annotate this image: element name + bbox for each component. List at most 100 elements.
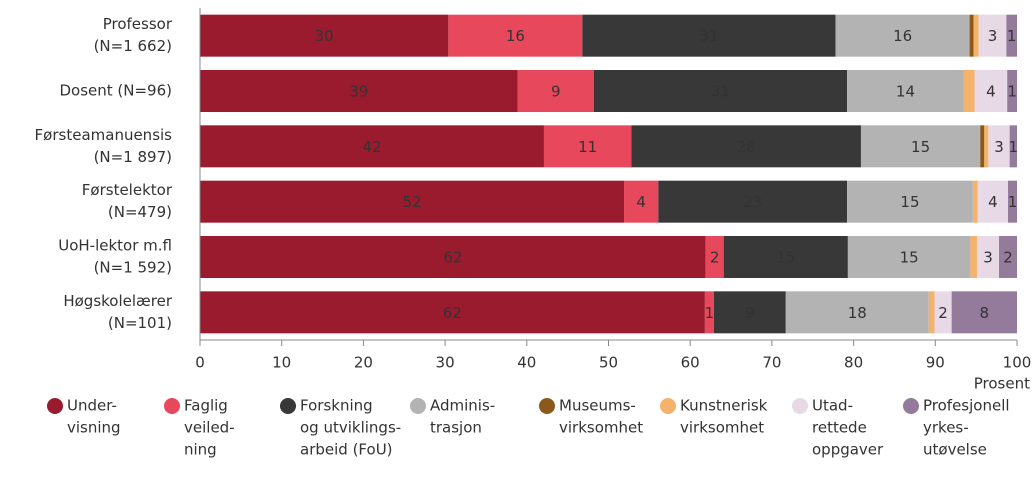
value-label: 9 [745,304,755,322]
bar-segment [973,14,979,57]
bar-segment [593,70,848,112]
value-label: 16 [506,27,525,45]
value-label: 16 [893,27,912,45]
legend-item: Adminis-trasjon [410,397,495,437]
legend-label: virksomhet [680,419,764,437]
bar-segment [200,125,544,168]
legend-item: Forskning og utviklings-arbeid (FoU) [280,397,401,459]
bar-segment [974,70,1008,112]
value-label: 15 [911,138,930,156]
legend-label: oppgaver [812,441,884,459]
bar-segment [951,291,1017,334]
x-tick-label: 10 [272,354,291,372]
x-tick-label: 100 [1003,354,1032,372]
value-label: 62 [443,249,462,267]
bar-segment [785,291,929,334]
value-label: 1 [1007,27,1017,45]
legend-label: visning [67,419,121,437]
category-label: (N=1 897) [94,148,172,166]
bar-segment [200,14,449,57]
legend-label: Adminis- [430,397,495,415]
legend-item: Museums-virksomhet [539,397,643,437]
bar-segment [200,291,705,334]
legend-label: ning [184,441,217,459]
legend-label: Kunstnerisk [680,397,768,415]
value-label: 11 [578,138,597,156]
bar-segment [713,291,786,334]
x-tick-label: 70 [762,354,781,372]
legend-swatch [164,398,180,414]
category-label: Høgskolelærer [63,292,172,310]
x-tick-label: 0 [195,354,205,372]
value-label: 4 [636,193,646,211]
category-label: (N=1 662) [94,37,172,55]
value-label: 8 [980,304,990,322]
value-label: 2 [710,249,720,267]
bar-segment [200,180,625,223]
value-label: 31 [699,27,718,45]
category-label: UoH-lektor m.fl [58,237,172,255]
legend-swatch [539,398,555,414]
value-label: 3 [994,138,1004,156]
bar-segment [835,14,970,57]
bar-segment [543,125,632,168]
category-label: Professor [103,15,173,33]
bar-segment [963,70,975,112]
value-label: 1 [1008,193,1018,211]
value-label: 1 [1009,138,1019,156]
bar-segment [978,14,1007,57]
bar-segment [624,180,659,223]
bar-segment [704,291,714,334]
bar-segment [658,180,848,223]
bar-segment [928,291,935,334]
bar-segment [976,236,1000,278]
x-tick-label: 40 [517,354,536,372]
bar-segment [988,125,1010,168]
legend-label: Museums- [559,397,636,415]
bar-segment [200,236,706,278]
category-label: Dosent (N=96) [59,82,172,100]
bar-segment [705,236,724,278]
bar-segment [969,14,974,57]
value-label: 39 [349,83,368,101]
bar-segment [984,125,989,168]
category-label: Førstelektor [82,181,173,199]
bar-segment [847,180,973,223]
value-label: 28 [737,138,756,156]
bar-segment [847,236,971,278]
legend-label: Faglig [184,397,228,415]
bar-segment [934,291,952,334]
legend-item: Utad-rettede oppgaver [792,397,884,459]
value-label: 15 [776,249,795,267]
category-label: Førsteamanuensis [35,126,173,144]
value-label: 23 [743,193,762,211]
value-label: 62 [443,304,462,322]
legend-label: Under- [67,397,117,415]
legend-label: og utviklings- [300,419,401,437]
bar-segment [1009,125,1017,168]
legend-item: Profesjonell yrkes-utøvelse [903,397,1010,459]
bar-segment [847,70,964,112]
bar-segment [631,125,861,168]
value-label: 9 [551,83,561,101]
bar-segment [970,236,977,278]
bar-segment [977,180,1009,223]
legend-swatch [660,398,676,414]
bar-segment [582,14,836,57]
value-label: 30 [315,27,334,45]
value-label: 31 [711,83,730,101]
value-label: 14 [896,83,915,101]
value-label: 2 [1003,249,1013,267]
x-tick-label: 20 [354,354,373,372]
legend-swatch [47,398,63,414]
value-label: 15 [900,193,919,211]
bar-segment [1008,180,1017,223]
legend-swatch [410,398,426,414]
value-label: 2 [938,304,948,322]
legend-label: Forskning [300,397,373,415]
legend-label: Profesjonell [923,397,1010,415]
x-tick-label: 50 [599,354,618,372]
legend-item: Under-visning [47,397,121,437]
bar-segment [980,125,985,168]
